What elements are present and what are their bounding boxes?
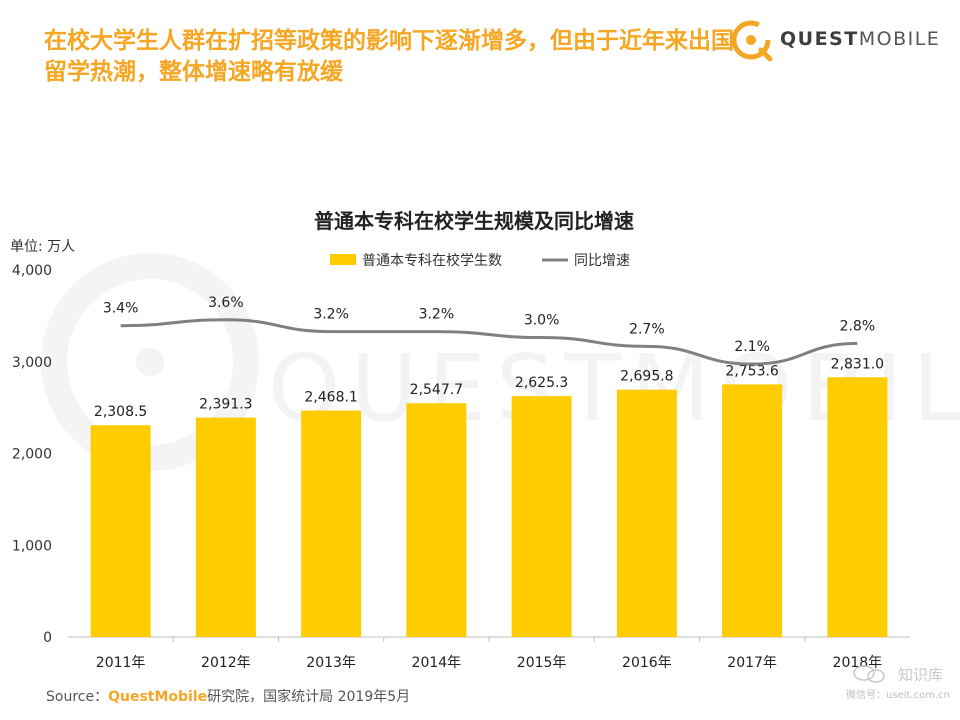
y-tick-label: 2,000: [12, 447, 52, 463]
brand-wordmark-light: MOBILE: [858, 28, 941, 50]
brand-wordmark-bold: QUEST: [780, 28, 859, 50]
growth-value-label: 3.0%: [524, 313, 560, 329]
growth-line: [120, 318, 858, 366]
growth-value-label: 2.7%: [629, 321, 665, 337]
wechat-icon: [853, 665, 885, 683]
bar: [827, 377, 888, 637]
bar: [195, 417, 256, 637]
x-tick-label: 2012年: [201, 655, 251, 671]
y-tick-label: 4,000: [12, 263, 52, 279]
legend-bar-label: 普通本专科在校学生数: [362, 252, 502, 269]
brand-wordmark: QUESTMOBILE: [780, 28, 940, 50]
source-prefix: Source：: [46, 689, 109, 705]
brand-logo: QUESTMOBILE: [728, 16, 939, 64]
quest-mobile-logo-icon: [731, 20, 773, 62]
watermark-title: 知识库: [898, 666, 944, 684]
corner-watermark: 知识库 微信号：useit.com.cn: [846, 664, 956, 704]
source-line: Source：QuestMobile研究院，国家统计局 2019年5月: [46, 686, 410, 706]
x-tick-label: 2015年: [517, 655, 567, 671]
bar: [90, 425, 151, 637]
y-tick-label: 0: [43, 630, 52, 646]
page-headline: 在校大学生人群在扩招等政策的影响下逐渐增多，但由于近年来出国留学热潮，整体增速略…: [44, 28, 734, 85]
watermark-subtitle: 微信号：useit.com.cn: [846, 690, 950, 701]
x-tick-label: 2017年: [727, 655, 777, 671]
chart-title: 普通本专科在校学生规模及同比增速: [314, 209, 634, 233]
x-tick-label: 2016年: [622, 655, 672, 671]
legend-bar-swatch: [330, 254, 356, 265]
bar-value-label: 2,308.5: [94, 404, 147, 420]
growth-value-label: 3.2%: [313, 307, 349, 323]
bar-value-label: 2,625.3: [515, 375, 568, 391]
bar: [406, 403, 467, 637]
bar-value-label: 2,831.0: [831, 356, 884, 372]
bar: [722, 384, 783, 637]
bar: [301, 410, 362, 637]
growth-value-label: 2.8%: [840, 318, 876, 334]
bar: [511, 396, 572, 637]
growth-value-label: 3.2%: [419, 307, 455, 323]
x-tick-label: 2011年: [96, 655, 146, 671]
bar-value-label: 2,753.6: [725, 363, 779, 379]
growth-value-label: 3.4%: [103, 301, 139, 317]
legend-line-label: 同比增速: [574, 253, 630, 269]
source-suffix: 研究院，国家统计局 2019年5月: [207, 689, 411, 705]
x-tick-label: 2014年: [412, 655, 462, 671]
bar-value-label: 2,391.3: [199, 397, 252, 413]
bar: [616, 389, 677, 637]
x-tick-label: 2013年: [306, 655, 356, 671]
bar-value-label: 2,468.1: [304, 390, 357, 406]
y-tick-label: 3,000: [12, 355, 52, 371]
y-tick-label: 1,000: [12, 538, 52, 554]
y-axis-label: 单位: 万人: [10, 239, 75, 255]
growth-value-label: 3.6%: [208, 295, 244, 311]
bar-value-label: 2,695.8: [620, 369, 673, 385]
growth-value-label: 2.1%: [734, 339, 770, 355]
source-brand: QuestMobile: [108, 689, 208, 705]
background-watermark-dot: [136, 348, 164, 376]
bar-value-label: 2,547.7: [410, 382, 463, 398]
